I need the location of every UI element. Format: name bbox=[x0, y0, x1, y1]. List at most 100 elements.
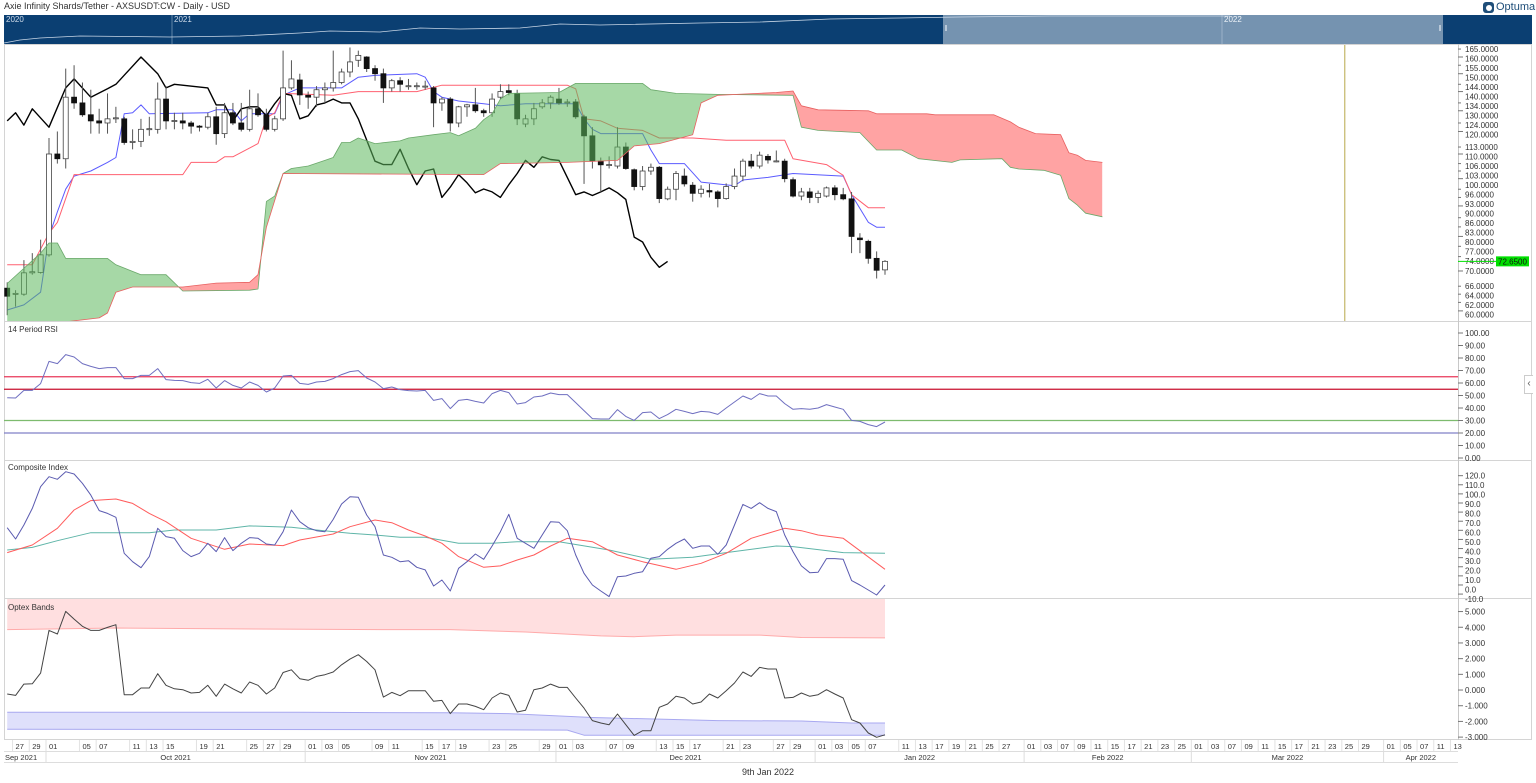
candle bbox=[698, 185, 704, 198]
axis-tick-label: 100.0 bbox=[1465, 491, 1486, 500]
date-tick-label: 25 bbox=[250, 742, 258, 751]
axis-tick-label: 80.00 bbox=[1465, 354, 1486, 363]
candle bbox=[296, 73, 303, 105]
candle-body-bearish bbox=[255, 108, 261, 116]
candle-body-bullish bbox=[464, 104, 470, 108]
composite-title: Composite Index bbox=[8, 463, 68, 472]
rsi-panel[interactable]: 14 Period RSI bbox=[4, 325, 1458, 434]
date-tick-label: 27 bbox=[266, 742, 274, 751]
candle bbox=[188, 120, 195, 134]
candle bbox=[330, 50, 337, 92]
date-tick-label: 25 bbox=[1178, 742, 1186, 751]
candle-body-bullish bbox=[204, 116, 211, 128]
date-tick-label: 29 bbox=[542, 742, 550, 751]
candle bbox=[823, 186, 830, 198]
candle-body-bearish bbox=[121, 118, 128, 143]
date-tick-label: 13 bbox=[149, 742, 157, 751]
axis-tick-label: 90.00 bbox=[1465, 342, 1486, 351]
axis-tick-label: 80.0000 bbox=[1465, 238, 1494, 247]
candle-body-bullish bbox=[606, 164, 613, 166]
axis-tick-label: 60.00 bbox=[1465, 379, 1486, 388]
axis-tick-label: 160.0000 bbox=[1465, 55, 1499, 64]
candle-body-bearish bbox=[480, 110, 487, 114]
candle bbox=[96, 108, 103, 134]
candle-body-bullish bbox=[698, 188, 704, 194]
candle-body-bullish bbox=[330, 82, 337, 89]
navigator-selection[interactable] bbox=[943, 15, 1443, 44]
axis-tick-label: 62.0000 bbox=[1465, 301, 1494, 310]
candle-body-bullish bbox=[815, 192, 822, 198]
candle bbox=[882, 260, 888, 275]
candle bbox=[138, 118, 144, 148]
candle bbox=[455, 105, 462, 128]
date-tick-label: 07 bbox=[1228, 742, 1236, 751]
date-tick-label: 01 bbox=[308, 742, 316, 751]
candle bbox=[230, 102, 236, 126]
candle bbox=[748, 153, 755, 169]
candle-body-bullish bbox=[313, 89, 320, 98]
date-tick-label: 23 bbox=[492, 742, 500, 751]
date-tick-label: 21 bbox=[216, 742, 224, 751]
value-axes[interactable]: 165.0000160.0000155.0000150.0000144.0000… bbox=[1458, 45, 1529, 742]
axis-tick-label: 64.0000 bbox=[1465, 292, 1494, 301]
candle bbox=[673, 171, 679, 201]
date-tick-label: 01 bbox=[1194, 742, 1202, 751]
date-tick-label: 05 bbox=[852, 742, 860, 751]
navigator-left-handle[interactable] bbox=[945, 25, 947, 31]
candle-body-bullish bbox=[756, 154, 763, 167]
current-date-label: 9th Jan 2022 bbox=[741, 767, 795, 777]
candle bbox=[313, 86, 320, 107]
candle bbox=[765, 153, 771, 164]
candle-body-bullish bbox=[882, 260, 888, 271]
candle bbox=[405, 78, 412, 90]
date-axis[interactable]: 27 29 Sep 2021 01 05 07 11 13 15 19 21 25 27 29 Oct 20… bbox=[4, 740, 1462, 763]
candle bbox=[815, 190, 822, 204]
candle-body-bearish bbox=[230, 112, 236, 124]
candle bbox=[238, 102, 245, 132]
optex-bands-panel[interactable]: Optex Bands bbox=[7, 599, 886, 738]
date-tick-label: 17 bbox=[935, 742, 943, 751]
candle bbox=[363, 56, 370, 72]
navigator-right-handle[interactable] bbox=[1439, 25, 1441, 31]
axis-tick-label: 106.0000 bbox=[1465, 162, 1499, 171]
candle-body-bearish bbox=[296, 79, 303, 96]
candle-body-bullish bbox=[46, 153, 52, 256]
candle-body-bullish bbox=[648, 166, 654, 172]
candle-body-bearish bbox=[765, 155, 771, 161]
candle-body-bullish bbox=[171, 120, 178, 122]
axis-tick-label: 110.0000 bbox=[1465, 153, 1498, 162]
candle bbox=[439, 97, 445, 111]
axis-tick-label: 110.0 bbox=[1465, 481, 1485, 490]
axis-tick-label: 4.000 bbox=[1465, 623, 1486, 632]
candle-body-bearish bbox=[790, 179, 796, 197]
candle-body-bullish bbox=[271, 118, 278, 130]
axis-tick-label: 90.0 bbox=[1465, 500, 1481, 509]
candle bbox=[62, 68, 69, 169]
axis-tick-label: 0.00 bbox=[1465, 454, 1481, 463]
axis-tick-label: 165.0000 bbox=[1465, 45, 1499, 54]
date-tick-label: 21 bbox=[969, 742, 977, 751]
date-tick-label: 01 bbox=[1387, 742, 1395, 751]
optex-lower-band bbox=[7, 712, 885, 736]
ichimoku-cloud-bearish bbox=[734, 91, 1103, 217]
candle bbox=[288, 60, 295, 90]
candle-body-bullish bbox=[413, 85, 420, 88]
date-tick-label: 01 bbox=[818, 742, 826, 751]
axis-tick-label: 83.0000 bbox=[1465, 229, 1494, 238]
date-tick-label: 03 bbox=[1044, 742, 1052, 751]
kijun-sen-line bbox=[7, 84, 885, 266]
composite-index-panel[interactable]: Composite Index bbox=[6, 463, 886, 598]
navigator[interactable]: 2020 2021 2022 bbox=[3, 15, 1532, 44]
date-tick-label: 09 bbox=[1077, 742, 1085, 751]
candle bbox=[840, 187, 847, 201]
date-tick-label: 17 bbox=[1295, 742, 1303, 751]
date-tick-label: 11 bbox=[392, 742, 400, 751]
collapse-panel-button[interactable]: ‹ bbox=[1524, 375, 1533, 394]
candle bbox=[255, 93, 261, 117]
candle bbox=[656, 166, 663, 204]
price-panel[interactable] bbox=[4, 45, 1346, 329]
candle-body-bullish bbox=[321, 87, 328, 91]
candle-body-bearish bbox=[656, 166, 663, 199]
candle-body-bullish bbox=[731, 175, 738, 187]
